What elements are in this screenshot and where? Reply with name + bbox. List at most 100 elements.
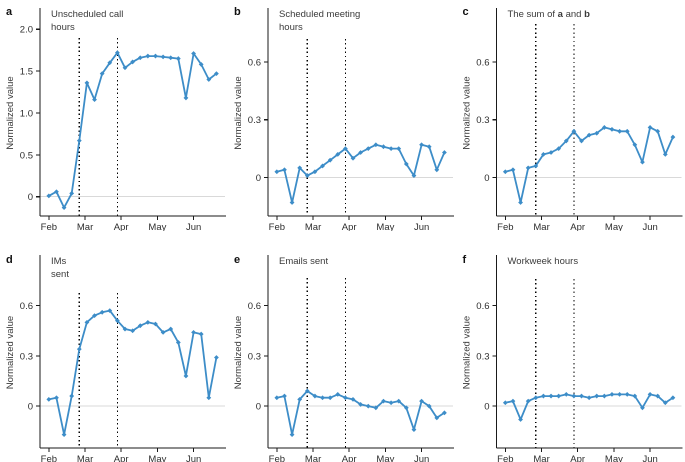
data-point-marker [541, 151, 546, 157]
x-tick-label: Mar [77, 454, 93, 462]
data-point-marker [320, 395, 325, 401]
data-point-marker [175, 340, 181, 345]
panel-letter: c [463, 6, 469, 18]
data-point-marker [191, 329, 196, 335]
data-point-marker [282, 393, 287, 399]
data-point-marker [403, 405, 409, 411]
panel-d: 0 0.3 0.6 Feb Mar Apr May Jun Normalized value d I… [0, 231, 228, 462]
data-point-marker [99, 71, 105, 77]
data-point-marker [434, 415, 440, 421]
data-point-marker [548, 150, 554, 155]
y-tick-label: 1.5 [20, 67, 33, 78]
y-tick-label: 0.6 [476, 57, 489, 68]
data-point-marker [274, 169, 280, 175]
panel-a-chart: 0 0.5 1.0 1.5 2.0 Feb Mar Apr May Jun Normalized v… [5, 6, 226, 231]
data-point-marker [411, 173, 417, 178]
y-tick-label: 0 [256, 173, 261, 184]
y-axis-label: Normalized value [462, 316, 473, 389]
data-point-marker [327, 395, 333, 401]
data-point-marker [373, 142, 379, 148]
data-point-marker [198, 331, 204, 337]
data-point-marker [624, 128, 630, 134]
x-tick-label: Mar [305, 454, 321, 462]
y-tick-label: 1.0 [20, 108, 33, 119]
data-point-marker [617, 391, 622, 397]
y-tick-label: 0 [28, 192, 33, 203]
data-point-marker [122, 65, 128, 71]
data-point-marker [304, 388, 310, 394]
data-point-marker [525, 165, 531, 171]
data-point-marker [54, 395, 59, 401]
y-axis-label: Normalized value [233, 76, 244, 149]
data-point-marker [419, 398, 424, 404]
panel-d-chart: 0 0.3 0.6 Feb Mar Apr May Jun Normalized value d I… [5, 254, 226, 462]
y-tick-label: 0.3 [248, 115, 261, 126]
x-tick-label: Mar [77, 222, 93, 231]
y-tick-label: 0.3 [248, 351, 261, 362]
panel-letter: e [234, 254, 240, 266]
x-tick-label: Apr [570, 222, 585, 231]
data-point-marker [632, 393, 638, 399]
panel-letter: b [234, 6, 241, 18]
data-point-marker [586, 132, 592, 138]
x-tick-label: Jun [186, 222, 201, 231]
x-tick-label: Feb [41, 454, 57, 462]
x-tick-label: Feb [497, 454, 513, 462]
data-point-marker [624, 391, 630, 397]
data-point-marker [381, 144, 386, 150]
data-point-marker [61, 205, 67, 211]
panel-f-chart: 0 0.3 0.6 Feb Mar Apr May Jun Normalized value f W… [462, 254, 683, 462]
data-point-marker [388, 146, 394, 152]
y-tick-label: 0.3 [20, 351, 33, 362]
data-point-marker [312, 169, 318, 175]
x-tick-label: Jun [414, 222, 429, 231]
panel-c-title: The sum of a and b [508, 9, 591, 20]
data-point-marker [137, 55, 143, 61]
panel-letter: d [6, 254, 13, 266]
data-point-marker [442, 410, 447, 416]
data-point-marker [335, 151, 341, 157]
data-point-marker [145, 53, 151, 59]
data-point-marker [510, 167, 516, 173]
data-point-marker [358, 150, 364, 155]
x-tick-label: May [605, 454, 623, 462]
data-point-marker [214, 71, 219, 77]
data-point-marker [571, 393, 577, 399]
data-point-marker [426, 403, 432, 409]
y-tick-label: 0.6 [476, 301, 489, 312]
data-point-marker [571, 128, 577, 134]
x-tick-label: Jun [186, 454, 201, 462]
data-point-marker [434, 167, 440, 173]
y-axis-label: Normalized value [233, 316, 244, 389]
data-point-marker [579, 393, 584, 399]
data-point-marker [640, 405, 645, 411]
data-point-marker [160, 329, 166, 335]
panel-letter: f [463, 254, 467, 266]
data-point-marker [175, 56, 181, 61]
data-point-marker [647, 391, 653, 397]
data-point-marker [525, 398, 531, 404]
data-point-marker [556, 146, 562, 152]
panel-a-title: Unscheduled call [51, 9, 123, 20]
x-tick-label: May [376, 454, 394, 462]
x-tick-label: Apr [342, 222, 357, 231]
panel-f-title: Workweek hours [508, 256, 579, 267]
data-point-marker [61, 432, 67, 437]
data-point-marker [655, 393, 661, 399]
data-point-marker [69, 393, 75, 399]
data-point-marker [168, 326, 174, 332]
data-point-marker [502, 169, 508, 175]
data-point-marker [601, 125, 607, 130]
panel-b-title: hours [279, 22, 303, 33]
data-point-marker [342, 395, 348, 401]
data-point-marker [160, 54, 166, 60]
data-point-marker [183, 95, 189, 101]
data-point-marker [670, 395, 676, 401]
data-point-marker [396, 398, 402, 404]
y-tick-label: 0 [484, 173, 489, 184]
data-point-marker [518, 200, 523, 205]
data-point-marker [647, 125, 653, 130]
y-tick-label: 0 [484, 402, 489, 413]
x-tick-label: May [148, 454, 166, 462]
y-tick-label: 0.5 [20, 150, 33, 161]
